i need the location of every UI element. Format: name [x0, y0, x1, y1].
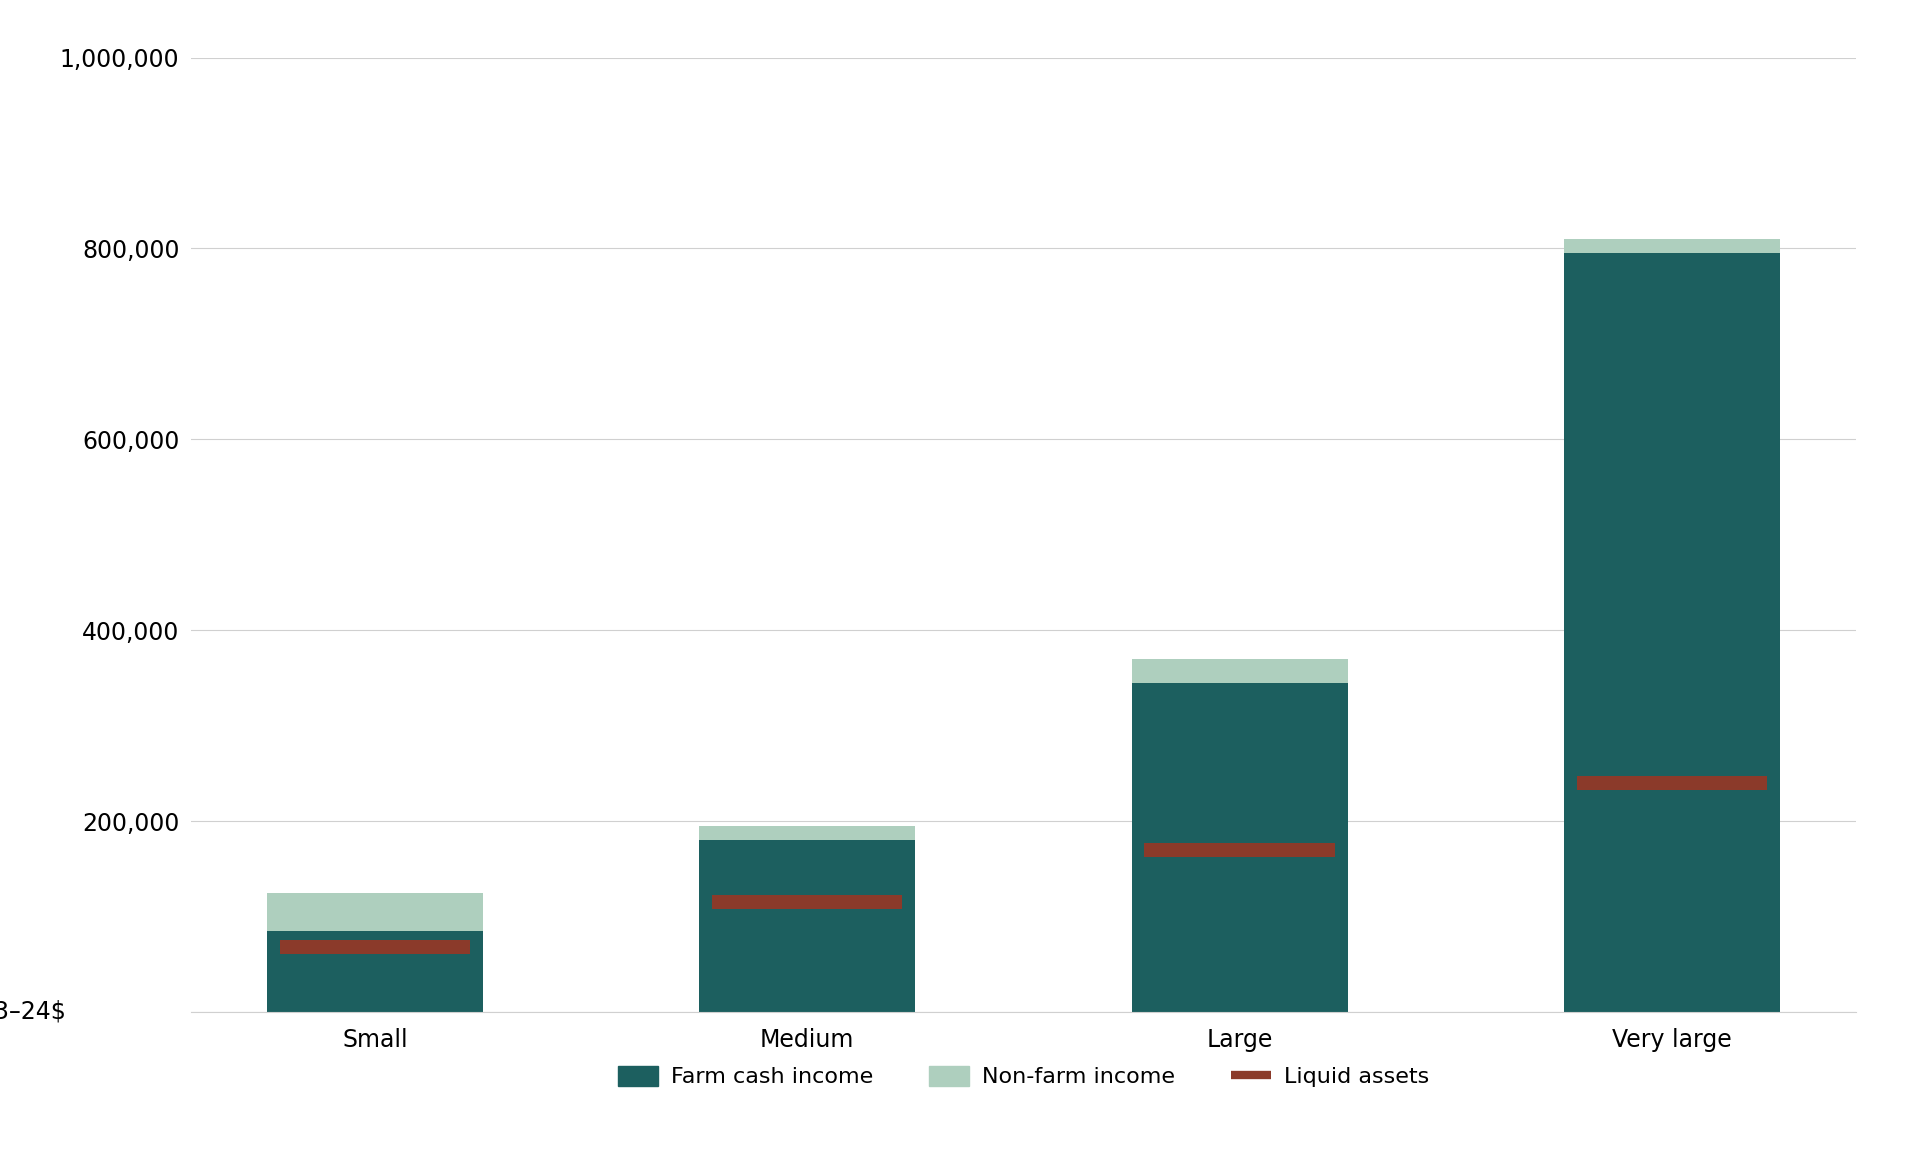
Bar	[268, 930, 484, 1012]
Bar	[712, 895, 903, 910]
Bar	[1576, 776, 1768, 790]
Bar	[1131, 683, 1347, 1012]
Bar	[1563, 253, 1779, 1012]
Bar	[1563, 239, 1779, 253]
Bar	[1144, 843, 1335, 857]
Text: 2023–24$: 2023–24$	[0, 1000, 67, 1024]
Bar	[1131, 659, 1347, 683]
Legend: Farm cash income, Non-farm income, Liquid assets: Farm cash income, Non-farm income, Liqui…	[608, 1057, 1439, 1096]
Bar	[268, 892, 484, 930]
Bar	[700, 841, 916, 1012]
Bar	[279, 940, 471, 954]
Bar	[700, 826, 916, 841]
